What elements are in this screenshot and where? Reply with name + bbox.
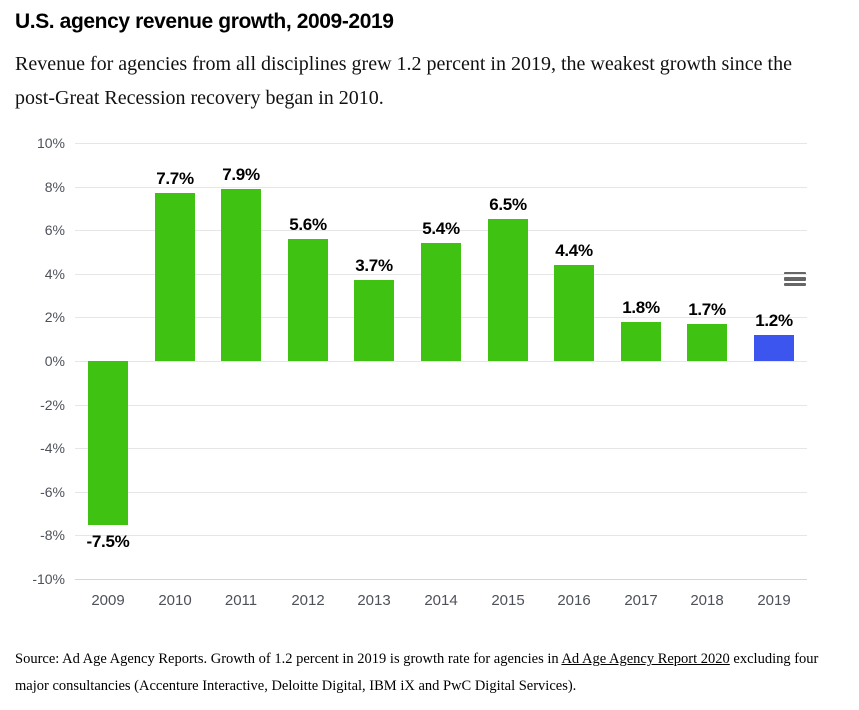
y-tick--8: -8% bbox=[40, 527, 65, 543]
bar-label-2015: 6.5% bbox=[489, 195, 527, 214]
gridline--4 bbox=[75, 448, 807, 449]
bar-label-2009: -7.5% bbox=[86, 532, 130, 551]
gridline-10 bbox=[75, 143, 807, 144]
bar-label-2014: 5.4% bbox=[422, 219, 460, 238]
hamburger-icon bbox=[784, 271, 806, 276]
x-tick-2015: 2015 bbox=[491, 592, 525, 609]
bar-label-2017: 1.8% bbox=[622, 298, 660, 317]
gridline--10 bbox=[75, 579, 807, 580]
y-tick--6: -6% bbox=[40, 484, 65, 500]
y-tick-8: 8% bbox=[44, 179, 65, 195]
bar-label-2013: 3.7% bbox=[355, 256, 393, 275]
gridline-8 bbox=[75, 187, 807, 188]
x-tick-2014: 2014 bbox=[424, 592, 458, 609]
x-tick-2013: 2013 bbox=[357, 592, 391, 609]
bar-2018[interactable] bbox=[687, 324, 727, 361]
bar-label-2011: 7.9% bbox=[222, 165, 260, 184]
x-tick-2019: 2019 bbox=[757, 592, 791, 609]
bar-label-2010: 7.7% bbox=[156, 169, 194, 188]
bar-label-2012: 5.6% bbox=[289, 215, 327, 234]
chart-subtitle: Revenue for agencies from all discipline… bbox=[15, 53, 792, 109]
source-note: Source: Ad Age Agency Reports. Growth of… bbox=[15, 646, 839, 700]
y-tick--10: -10% bbox=[32, 571, 65, 587]
gridline-6 bbox=[75, 230, 807, 231]
bar-2015[interactable] bbox=[488, 219, 528, 361]
gridline-0 bbox=[75, 361, 807, 362]
page-title: U.S. agency revenue growth, 2009-2019 bbox=[15, 10, 394, 33]
hamburger-icon bbox=[784, 277, 806, 281]
gridline--8 bbox=[75, 535, 807, 536]
bar-2014[interactable] bbox=[421, 243, 461, 361]
source-link[interactable]: Ad Age Agency Report 2020 bbox=[561, 651, 730, 667]
source-text: Source: Ad Age Agency Reports. Growth of… bbox=[15, 651, 562, 667]
chart-export-menu-button[interactable] bbox=[782, 268, 808, 290]
x-tick-2011: 2011 bbox=[224, 592, 258, 609]
bar-2011[interactable] bbox=[221, 189, 261, 361]
gridline--2 bbox=[75, 405, 807, 406]
bar-2016[interactable] bbox=[554, 265, 594, 361]
x-tick-2009: 2009 bbox=[91, 592, 125, 609]
y-tick-0: 0% bbox=[44, 353, 65, 369]
bar-label-2018: 1.7% bbox=[688, 300, 726, 319]
y-tick--2: -2% bbox=[40, 397, 65, 413]
x-tick-2017: 2017 bbox=[624, 592, 658, 609]
bar-label-2016: 4.4% bbox=[555, 241, 593, 260]
x-tick-2016: 2016 bbox=[557, 592, 591, 609]
bar-2017[interactable] bbox=[621, 322, 661, 361]
x-tick-2010: 2010 bbox=[158, 592, 192, 609]
x-tick-2012: 2012 bbox=[291, 592, 325, 609]
bar-2010[interactable] bbox=[155, 193, 195, 361]
y-tick--4: -4% bbox=[40, 440, 65, 456]
gridline--6 bbox=[75, 492, 807, 493]
source-text-suffix: excluding four major consultancies (Acce… bbox=[15, 651, 819, 694]
bar-2019[interactable] bbox=[754, 335, 794, 361]
y-tick-10: 10% bbox=[36, 135, 65, 151]
y-tick-4: 4% bbox=[44, 266, 65, 282]
bar-2013[interactable] bbox=[354, 280, 394, 361]
y-tick-6: 6% bbox=[44, 222, 65, 238]
hamburger-icon bbox=[784, 282, 806, 287]
bar-2009[interactable] bbox=[88, 361, 128, 525]
x-tick-2018: 2018 bbox=[690, 592, 724, 609]
bar-label-2019: 1.2% bbox=[755, 311, 793, 330]
bar-2012[interactable] bbox=[288, 239, 328, 361]
chart-area: 10% 8% 6% 4% 2% 0% -2% -4% -6% -8% -10% -7.5% 2009 7.… bbox=[0, 125, 859, 625]
y-tick-2: 2% bbox=[44, 309, 65, 325]
